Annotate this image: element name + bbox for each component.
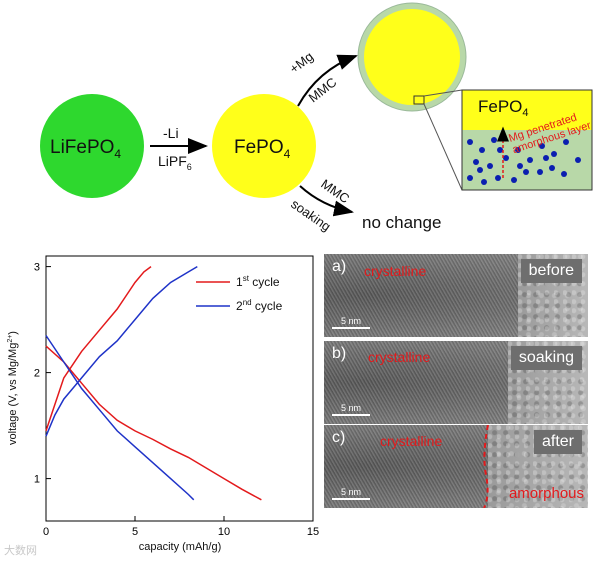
mg-dot [551,151,557,157]
x-axis-label: capacity (mAh/g) [139,541,222,553]
voltage-capacity-chart: 0 5 10 15 1 2 3 1st cycle 2nd cycle capacity (… [7,255,319,553]
panel-letter: a) [332,258,347,275]
soaking-arrow [299,185,354,217]
mg-dot [523,169,529,175]
state-tag: soaking [510,346,582,370]
mg-dot [543,155,549,161]
x-tick-label: 10 [218,526,230,538]
no-change-label: no change [362,213,441,232]
tem-panel-before: a) crystalline before 5 nm [324,254,588,337]
mg-dot [517,163,523,169]
mg-dot [467,175,473,181]
coated-particle-core [364,9,460,105]
mg-dot [563,139,569,145]
mg-dot [561,171,567,177]
scale-bar: 5 nm [332,316,370,329]
mg-dot [477,167,483,173]
watermark: 大数网 [4,545,37,557]
crystalline-label: crystalline [368,349,431,365]
series-1-discharge-line [45,345,262,501]
mg-dot [575,157,581,163]
x-ticks: 0 5 10 15 [43,516,319,538]
mg-dot [467,139,473,145]
mg-dot [481,179,487,185]
state-tag: before [520,259,582,283]
mg-dot [527,157,533,163]
lipf6-label: LiPF6 [158,153,192,172]
y-tick-label: 3 [34,262,40,274]
mg-dot [503,155,509,161]
panel-letter: c) [332,429,346,446]
mg-dot [537,169,543,175]
y-tick-label: 1 [34,474,40,486]
series-1-charge-line [45,265,152,432]
lifepo4-label: LiFePO4 [50,137,121,161]
mg-dot [511,177,517,183]
zoom-box [413,95,425,105]
mg-insertion-arrow [297,54,358,107]
fepo4-label: FePO4 [234,137,291,161]
legend-label: 1st cycle [236,274,280,289]
plot-frame [45,255,314,522]
mmc-top-label: MMC [306,74,340,105]
series-2-charge-line [45,265,198,437]
lifepo4-particle [40,94,144,198]
tem-panel-soaking: b) crystalline soaking 5 nm [324,341,588,424]
minus-li-label: -Li [163,125,179,141]
mg-dot [487,163,493,169]
crystalline-label: crystalline [380,433,443,449]
reaction-schematic: LiFePO4 -Li LiPF6 FePO4 +Mg MMC MMC soak… [40,2,593,234]
tem-panel-after: c) crystalline after 5 nm amorphous [324,425,588,508]
mg-dot [515,147,521,153]
fepo4-particle [212,94,316,198]
series-2-discharge-line [45,335,195,501]
scale-bar: 5 nm [332,487,370,500]
mg-dot [491,137,497,143]
soaking-label: soaking [288,196,333,234]
x-tick-label: 0 [43,526,49,538]
crystalline-label: crystalline [364,263,427,279]
legend-label: 2nd cycle [236,298,283,313]
y-tick-label: 2 [34,368,40,380]
scale-bar: 5 nm [332,403,370,416]
mg-dot [473,159,479,165]
x-tick-label: 15 [307,526,319,538]
mg-dot [539,143,545,149]
mg-dots [467,137,581,185]
inset-fepo4-label: FePO4 [478,97,529,119]
y-axis-label: voltage (V, vs Mg/Mg2+) [7,331,19,445]
x-tick-label: 5 [132,526,138,538]
mg-dot [549,165,555,171]
mg-dot [495,175,501,181]
plus-mg-label: +Mg [287,49,316,77]
mg-dot [497,147,503,153]
inset-magnified-view: FePO4 Mg penetratedamorphous layer [461,89,593,191]
mg-dot [479,147,485,153]
amorphous-label: amorphous [508,485,584,502]
y-ticks: 1 2 3 [34,262,51,486]
state-tag: after [533,430,582,454]
interface-line [483,425,489,508]
legend: 1st cycle 2nd cycle [196,274,283,313]
curves [45,265,262,501]
panel-letter: b) [332,345,347,362]
